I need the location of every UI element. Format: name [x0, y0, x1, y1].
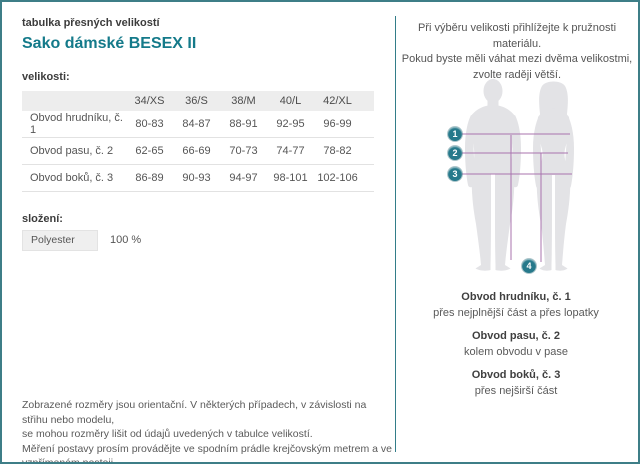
cell-filler	[361, 137, 374, 165]
body-measurement-diagram: 1 2 3 4	[400, 78, 634, 282]
table-row-chest: Obvod hrudníku, č. 1 80-83 84-87 88-91 9…	[22, 111, 374, 138]
size-table-corner-cell	[22, 91, 126, 111]
cell-value: 80-83	[126, 111, 173, 138]
composition-amount: 100 %	[110, 234, 142, 246]
legend-title-waist: Obvod pasu, č. 2	[471, 330, 561, 342]
row-label: Obvod boků, č. 3	[22, 164, 126, 192]
male-silhouette	[465, 79, 521, 271]
size-advice-line: zvolte raději větší.	[472, 68, 562, 81]
product-title: Sako dámské BESEX II	[22, 35, 197, 52]
cell-filler	[361, 111, 374, 138]
legend-title-chest: Obvod hrudníku, č. 1	[461, 291, 571, 303]
measure-marker-1-icon: 1	[448, 127, 462, 141]
cell-value: 86-89	[126, 164, 173, 192]
legend-title-hips: Obvod boků, č. 3	[471, 369, 561, 381]
vertical-divider	[395, 16, 396, 452]
legend-desc-chest: přes nejplnější část a přes lopatky	[433, 307, 599, 319]
cell-value: 78-82	[314, 137, 361, 165]
row-label: Obvod hrudníku, č. 1	[22, 111, 126, 138]
cell-value: 62-65	[126, 137, 173, 165]
female-silhouette	[533, 81, 574, 271]
size-table: 34/XS 36/S 38/M 40/L 42/XL Obvod hrudník…	[22, 91, 374, 192]
measure-marker-2-icon: 2	[448, 146, 462, 160]
size-advice-line: Při výběru velikosti přihlížejte k pružn…	[417, 22, 617, 50]
cell-value: 90-93	[173, 164, 220, 192]
body-silhouettes-image	[455, 79, 574, 271]
cell-filler	[361, 164, 374, 192]
cell-value: 98-101	[267, 164, 314, 192]
disclaimer-line: se mohou rozměry lišit od údajů uvedenýc…	[22, 428, 313, 440]
size-column-header: 38/M	[220, 91, 267, 111]
row-label: Obvod pasu, č. 2	[22, 137, 126, 165]
cell-value: 70-73	[220, 137, 267, 165]
size-advice-line: Pokud byste měli váhat mezi dvěma veliko…	[401, 53, 633, 65]
disclaimer-text: Zobrazené rozměry jsou orientační. V něk…	[22, 398, 392, 464]
cell-value: 96-99	[314, 111, 361, 138]
sizes-section-label: velikosti:	[22, 71, 70, 83]
disclaimer-line: Zobrazené rozměry jsou orientační. V něk…	[22, 399, 367, 426]
measure-marker-4-icon: 4	[522, 259, 536, 273]
cell-value: 92-95	[267, 111, 314, 138]
table-row-waist: Obvod pasu, č. 2 62-65 66-69 70-73 74-77…	[22, 137, 374, 165]
cell-value: 66-69	[173, 137, 220, 165]
size-column-header: 34/XS	[126, 91, 173, 111]
disclaimer-line: Měření postavy prosím provádějte ve spod…	[22, 442, 392, 464]
composition-material: Polyester	[22, 230, 98, 251]
measure-marker-3-icon: 3	[448, 167, 462, 181]
size-advice-text: Při výběru velikosti přihlížejte k pružn…	[400, 21, 634, 83]
measurement-legend: Obvod hrudníku, č. 1 přes nejplnější čás…	[396, 289, 636, 406]
size-table-header-row: 34/XS 36/S 38/M 40/L 42/XL	[22, 91, 374, 111]
legend-desc-waist: kolem obvodu v pase	[464, 346, 568, 358]
cell-value: 102-106	[314, 164, 361, 192]
table-row-hips: Obvod boků, č. 3 86-89 90-93 94-97 98-10…	[22, 164, 374, 192]
size-table-filler-cell	[361, 91, 374, 111]
legend-desc-hips: přes nejširší část	[474, 385, 558, 397]
measurement-lines	[455, 133, 572, 262]
page-eyebrow: tabulka přesných velikostí	[22, 17, 160, 29]
cell-value: 84-87	[173, 111, 220, 138]
size-column-header: 36/S	[173, 91, 220, 111]
composition-section-label: složení:	[22, 213, 63, 225]
cell-value: 74-77	[267, 137, 314, 165]
cell-value: 88-91	[220, 111, 267, 138]
size-column-header: 42/XL	[314, 91, 361, 111]
size-column-header: 40/L	[267, 91, 314, 111]
cell-value: 94-97	[220, 164, 267, 192]
